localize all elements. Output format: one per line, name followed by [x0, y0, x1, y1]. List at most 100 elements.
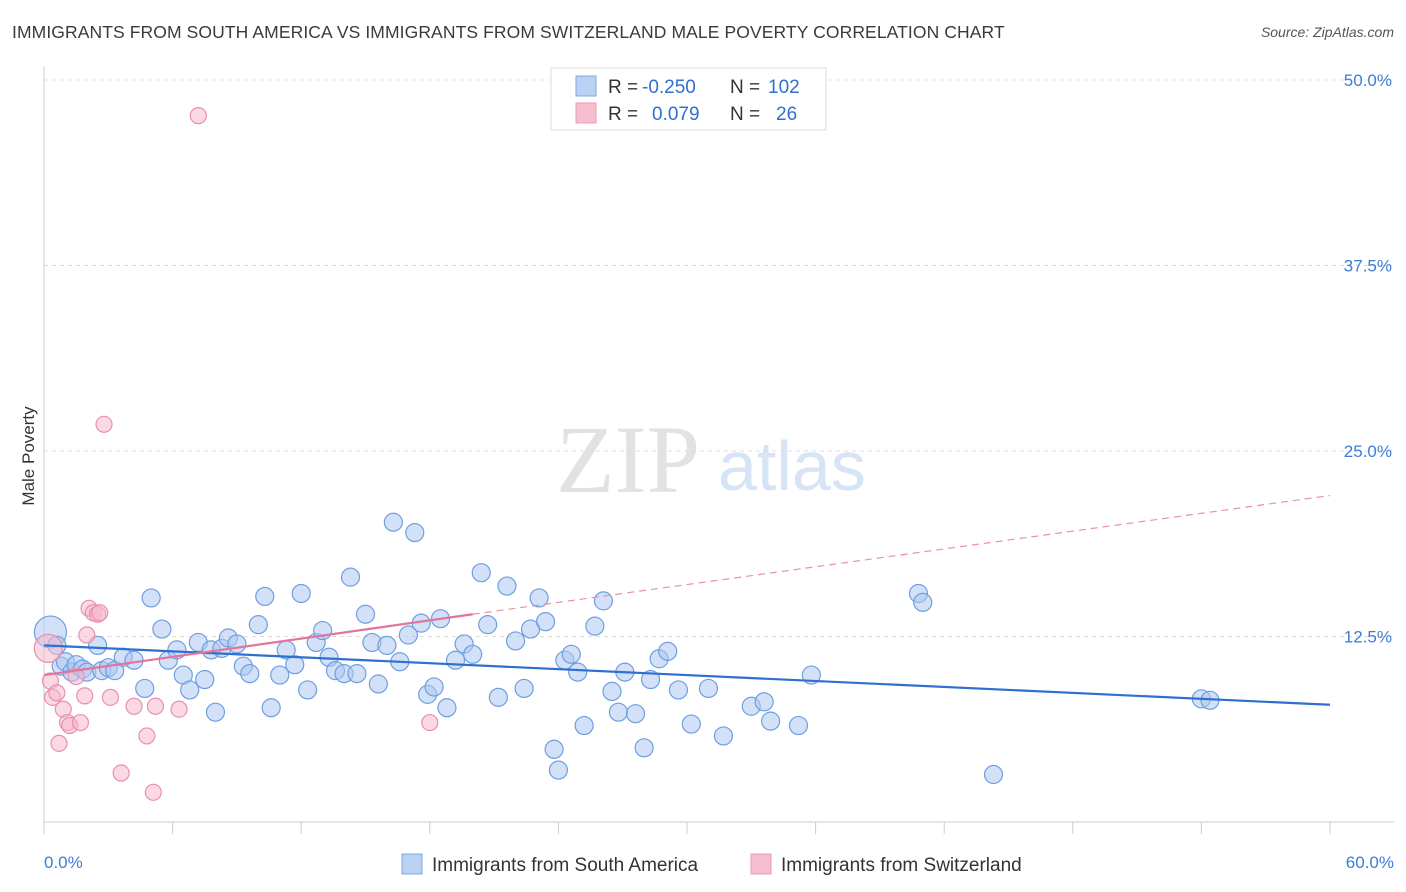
data-point-south-america — [368, 674, 388, 694]
data-point-south-america — [240, 663, 260, 684]
data-point-south-america — [681, 714, 701, 734]
y-tick-label: 37.5% — [1344, 257, 1392, 276]
source-credit: Source: ZipAtlas.com — [1260, 24, 1394, 40]
x-tick-label-max: 60.0% — [1346, 853, 1394, 872]
legend-swatch-blue — [575, 75, 597, 97]
trend-line-switzerland — [43, 613, 473, 677]
legend-n-value-1: 102 — [768, 77, 800, 98]
data-point-switzerland — [144, 783, 162, 801]
data-point-south-america — [424, 677, 444, 697]
legend-swatch-pink — [575, 102, 597, 124]
data-point-south-america — [285, 655, 305, 675]
data-point-south-america — [355, 604, 376, 624]
legend-n-value-2: 26 — [776, 104, 797, 125]
watermark-zip: ZIP — [556, 406, 700, 513]
data-point-switzerland — [48, 684, 66, 702]
data-point-south-america — [668, 680, 689, 700]
trend-lines — [43, 494, 1331, 706]
data-point-south-america — [640, 669, 661, 690]
legend-r-value-1: -0.250 — [642, 77, 696, 98]
data-point-south-america — [471, 563, 491, 583]
data-point-south-america — [227, 634, 247, 654]
data-point-south-america — [270, 665, 290, 685]
legend-r-label-2: R = — [608, 104, 638, 125]
x-tick-label-min: 0.0% — [44, 853, 83, 872]
data-point-south-america — [255, 586, 275, 607]
bottom-legend-label-2: Immigrants from Switzerland — [781, 855, 1022, 876]
data-point-south-america — [405, 523, 425, 543]
data-point-south-america — [195, 669, 215, 690]
bottom-legend-swatch-blue — [401, 853, 423, 875]
data-point-south-america — [698, 678, 719, 699]
series-south-america-points — [33, 512, 1220, 785]
legend-n-label-1: N = — [730, 77, 760, 98]
data-point-switzerland — [146, 697, 165, 715]
data-point-south-america — [497, 576, 517, 596]
bottom-legend-label-1: Immigrants from South America — [432, 855, 699, 876]
series-legend: Immigrants from South America Immigrants… — [401, 853, 1022, 876]
data-point-switzerland — [71, 713, 90, 732]
data-point-south-america — [505, 631, 526, 651]
data-point-switzerland — [76, 687, 94, 705]
data-point-south-america — [658, 641, 678, 661]
data-point-south-america — [463, 644, 483, 664]
data-point-switzerland — [421, 713, 439, 732]
data-point-switzerland — [138, 727, 156, 745]
data-point-south-america — [574, 715, 594, 736]
data-point-south-america — [760, 711, 781, 731]
data-point-south-america — [593, 591, 614, 611]
data-point-south-america — [754, 692, 774, 712]
data-point-south-america — [478, 615, 498, 635]
data-point-south-america — [340, 567, 361, 587]
data-point-south-america — [514, 678, 534, 699]
data-point-switzerland — [91, 604, 109, 622]
legend-n-label-2: N = — [730, 104, 760, 125]
data-point-south-america — [298, 680, 318, 700]
chart-title: IMMIGRANTS FROM SOUTH AMERICA VS IMMIGRA… — [12, 22, 1005, 42]
data-point-switzerland — [112, 764, 130, 782]
watermark-atlas: atlas — [718, 427, 866, 505]
legend-r-label-1: R = — [608, 77, 638, 98]
data-point-south-america — [398, 625, 418, 645]
y-tick-label: 25.0% — [1344, 442, 1392, 461]
y-tick-labels: 12.5% 25.0% 37.5% 50.0% — [1344, 71, 1392, 647]
y-axis-label: Male Poverty — [19, 406, 38, 506]
data-point-switzerland — [33, 633, 63, 663]
data-point-south-america — [291, 583, 311, 604]
data-point-south-america — [445, 650, 466, 670]
series-switzerland-points — [33, 107, 439, 801]
data-point-switzerland — [78, 626, 96, 644]
data-point-switzerland — [67, 667, 85, 686]
stats-legend: R = -0.250 N = 102 R = 0.079 N = 26 — [550, 67, 827, 131]
data-point-south-america — [608, 702, 629, 722]
data-point-south-america — [124, 650, 144, 670]
grid-lines — [44, 79, 1394, 637]
trend-line-switzerland-extension — [472, 494, 1331, 615]
y-tick-label: 50.0% — [1344, 71, 1392, 90]
data-point-south-america — [544, 739, 564, 759]
data-point-south-america — [261, 698, 281, 718]
data-point-south-america — [602, 681, 622, 702]
data-point-south-america — [167, 640, 187, 660]
data-point-south-america — [488, 687, 508, 707]
legend-r-value-2: 0.079 — [652, 104, 700, 125]
data-point-south-america — [913, 592, 933, 612]
data-point-switzerland — [101, 688, 120, 706]
data-point-south-america — [205, 702, 226, 722]
data-point-south-america — [377, 635, 397, 656]
data-point-south-america — [625, 704, 646, 724]
trend-line-south-america — [43, 644, 1331, 706]
data-point-south-america — [548, 760, 569, 780]
data-point-south-america — [135, 678, 155, 699]
data-point-south-america — [535, 612, 556, 632]
data-point-south-america — [180, 680, 200, 700]
data-point-south-america — [529, 588, 549, 608]
bottom-legend-swatch-pink — [750, 853, 772, 875]
data-point-south-america — [634, 738, 654, 758]
data-point-south-america — [347, 663, 367, 684]
data-point-south-america — [983, 764, 1004, 785]
data-point-south-america — [568, 662, 588, 682]
data-point-south-america — [788, 715, 809, 736]
data-point-switzerland — [170, 700, 188, 718]
